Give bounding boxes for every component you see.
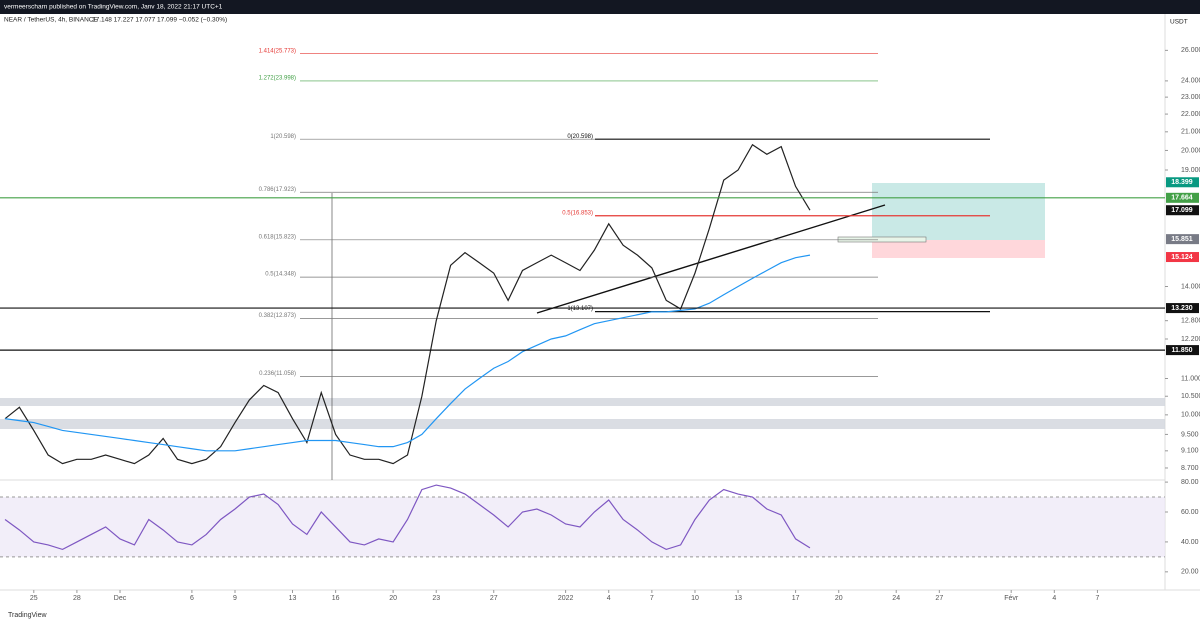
x-tick-label: 17 bbox=[792, 595, 800, 602]
price-tag-label: 11.850 bbox=[1171, 347, 1192, 354]
y-tick-label: 60.00 bbox=[1181, 509, 1199, 516]
fib-label: 0(20.598) bbox=[567, 134, 593, 140]
currency: USDT bbox=[1170, 19, 1188, 26]
y-tick-label: 12.200 bbox=[1181, 336, 1200, 343]
fib-label: 0.382(12.873) bbox=[259, 313, 296, 319]
plot: 26.000 24.000 23.000 22.000 21.000 20.000 19.0… bbox=[0, 47, 1200, 602]
x-tick-label: Dec bbox=[114, 595, 127, 602]
fib-label: 1(20.598) bbox=[270, 134, 296, 140]
trendline bbox=[536, 204, 886, 314]
price-line bbox=[4, 143, 811, 465]
price-tag-label: 13.230 bbox=[1171, 305, 1193, 312]
zone bbox=[0, 398, 1165, 406]
price-line bbox=[4, 254, 811, 452]
y-tick-label: 9.500 bbox=[1181, 431, 1199, 438]
price-tag bbox=[1166, 345, 1199, 356]
x-tick-label: 20 bbox=[389, 595, 397, 602]
y-tick-label: 9.100 bbox=[1181, 448, 1199, 455]
y-tick-label: 14.000 bbox=[1181, 283, 1200, 290]
fib-label: 0.5(16.853) bbox=[562, 210, 593, 216]
x-tick-label: 27 bbox=[935, 595, 943, 602]
price-tag bbox=[1166, 192, 1199, 203]
y-tick-label: 23.000 bbox=[1181, 94, 1200, 101]
x-tick-label: 7 bbox=[650, 595, 654, 602]
x-tick-label: 2022 bbox=[558, 595, 574, 602]
y-tick-label: 21.000 bbox=[1181, 129, 1200, 136]
price-tag-label: 18.399 bbox=[1171, 179, 1193, 186]
y-tick-label: 8.700 bbox=[1181, 465, 1199, 472]
y-tick-label: 80.00 bbox=[1181, 479, 1199, 486]
fib-label: 0.618(15.823) bbox=[259, 234, 296, 240]
top-bar bbox=[0, 0, 1200, 14]
fib-label: 1(13.107) bbox=[567, 306, 593, 312]
x-tick-label: 23 bbox=[432, 595, 440, 602]
y-tick-label: 10.000 bbox=[1181, 412, 1200, 419]
publisher: vermeerscharn published on TradingView.c… bbox=[4, 4, 223, 11]
y-tick-label: 19.000 bbox=[1181, 167, 1200, 174]
y-tick-label: 26.000 bbox=[1181, 47, 1200, 54]
profit-zone bbox=[872, 183, 1045, 240]
x-tick-label: 25 bbox=[30, 595, 38, 602]
zone bbox=[0, 419, 1165, 429]
fib-label: 0.5(14.348) bbox=[265, 272, 296, 278]
price-tag bbox=[1166, 252, 1199, 263]
x-tick-label: 20 bbox=[835, 595, 843, 602]
x-tick-label: 4 bbox=[1052, 595, 1056, 602]
x-tick-label: 28 bbox=[73, 595, 81, 602]
price-tag bbox=[1166, 234, 1199, 245]
x-tick-label: 9 bbox=[233, 595, 237, 602]
fib-label: 0.236(11.058) bbox=[259, 371, 296, 377]
y-tick-label: 20.000 bbox=[1181, 147, 1200, 154]
price-tag-label: 15.851 bbox=[1171, 236, 1193, 243]
x-tick-label: Févr bbox=[1004, 595, 1019, 602]
x-tick-label: 24 bbox=[892, 595, 900, 602]
loss-zone bbox=[872, 240, 1045, 258]
x-tick-label: 6 bbox=[190, 595, 194, 602]
price-tag bbox=[1166, 303, 1199, 314]
x-tick-label: 7 bbox=[1095, 595, 1099, 602]
y-tick-label: 11.000 bbox=[1181, 375, 1200, 382]
fib-label: 0.786(17.923) bbox=[259, 187, 296, 193]
y-tick-label: 40.00 bbox=[1181, 539, 1199, 546]
y-tick-label: 10.500 bbox=[1181, 393, 1200, 400]
x-tick-label: 10 bbox=[691, 595, 699, 602]
y-tick-label: 20.00 bbox=[1181, 569, 1199, 576]
ohlc: 17.148 17.227 17.077 17.099 −0.052 (−0.3… bbox=[92, 17, 227, 24]
x-tick-label: 4 bbox=[607, 595, 611, 602]
fib-label: 1.272(23.998) bbox=[259, 76, 296, 82]
x-tick-label: 27 bbox=[490, 595, 498, 602]
x-tick-label: 13 bbox=[289, 595, 297, 602]
y-tick-label: 12.800 bbox=[1181, 318, 1200, 325]
price-tag-label: 15.124 bbox=[1171, 254, 1193, 261]
price-tag-label: 17.664 bbox=[1171, 195, 1193, 202]
price-line bbox=[4, 484, 811, 551]
y-tick-label: 24.000 bbox=[1181, 78, 1200, 85]
symbol[interactable]: NEAR / TetherUS, 4h, BINANCE bbox=[4, 17, 98, 24]
price-tag bbox=[1166, 177, 1199, 188]
x-tick-label: 16 bbox=[332, 595, 340, 602]
rsi-band bbox=[0, 497, 1165, 557]
footer: TradingView bbox=[8, 612, 47, 619]
price-tag-label: 17.099 bbox=[1171, 207, 1193, 214]
price-tag bbox=[1166, 205, 1199, 216]
fib-label: 1.414(25.773) bbox=[259, 48, 296, 54]
x-tick-label: 13 bbox=[734, 595, 742, 602]
y-tick-label: 22.000 bbox=[1181, 111, 1200, 118]
